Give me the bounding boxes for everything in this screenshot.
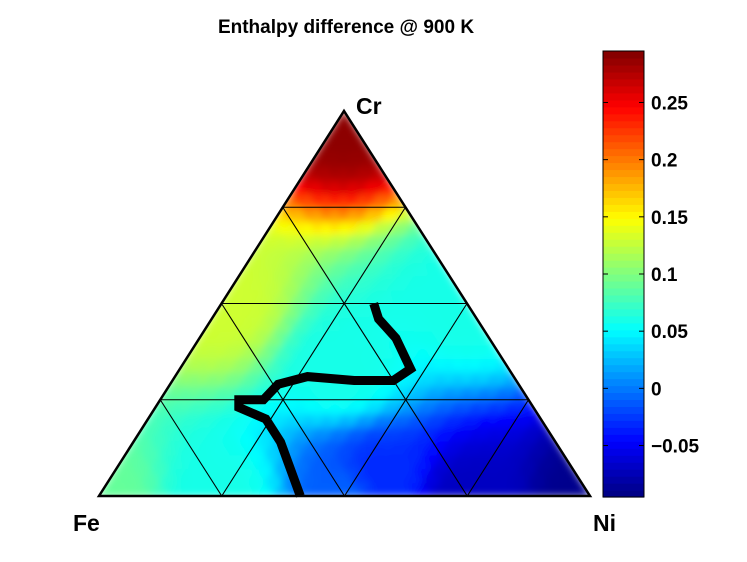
colorbar-band: [603, 280, 644, 289]
colorbar-band: [603, 462, 644, 470]
colorbar-band: [603, 225, 644, 233]
colorbar-tick-label: −0.05: [651, 437, 700, 458]
colorbar-band: [603, 155, 644, 164]
colorbar-band: [603, 343, 644, 352]
heatmap-surface: [99, 111, 590, 496]
colorbar-band: [603, 336, 644, 345]
colorbar-band: [603, 127, 644, 136]
colorbar-band: [603, 294, 644, 303]
colorbar-band: [603, 420, 644, 428]
colorbar-band: [603, 267, 644, 275]
chart-title: Enthalpy difference @ 900 K: [218, 17, 474, 38]
colorbar-band: [603, 51, 644, 59]
colorbar-band: [603, 78, 644, 87]
colorbar-band: [603, 253, 644, 261]
grid-line: [344, 303, 468, 497]
colorbar-band: [603, 232, 644, 240]
colorbar-band: [603, 71, 644, 80]
grid-line: [159, 399, 223, 497]
colorbar-band: [603, 301, 644, 310]
colorbar-band: [603, 469, 644, 477]
grid-line: [221, 206, 406, 497]
colorbar-band: [603, 413, 644, 421]
colorbar-band: [603, 483, 644, 491]
colorbar-band: [603, 392, 644, 401]
colorbar-band: [603, 120, 644, 129]
colorbar-band: [603, 399, 644, 408]
colorbar-band: [603, 148, 644, 157]
vertex-label-top: Cr: [356, 93, 382, 119]
colorbar-band: [603, 441, 644, 449]
colorbar-band: [603, 57, 644, 66]
colorbar-band: [603, 113, 644, 122]
colorbar-band: [603, 315, 644, 324]
colorbar-band: [603, 274, 644, 282]
colorbar-tick-label: 0.05: [651, 322, 688, 343]
colorbar-band: [603, 329, 644, 338]
grid-line: [466, 399, 529, 497]
colorbar-band: [603, 211, 644, 219]
colorbar-tick-label: 0.25: [651, 93, 688, 114]
colorbar-band: [603, 371, 644, 380]
colorbar-band: [603, 204, 644, 212]
colorbar-band: [603, 476, 644, 484]
colorbar-band: [603, 64, 644, 73]
colorbar-band: [603, 378, 644, 387]
colorbar-band: [603, 239, 644, 247]
colorbar-band: [603, 357, 644, 366]
colorbar: −0.05 0 0.05 0.1 0.15 0.2 0.25: [602, 50, 700, 498]
colorbar-band: [603, 287, 644, 296]
colorbar-band: [603, 190, 644, 198]
zero-contour-line: [234, 302, 417, 498]
colorbar-band: [603, 364, 644, 373]
triangle-frame: [96, 108, 593, 498]
grid-line: [282, 206, 468, 497]
colorbar-band: [603, 134, 644, 143]
colorbar-band: [603, 434, 644, 442]
colorbar-band: [603, 85, 644, 94]
colorbar-tick-label: 0: [651, 379, 662, 400]
colorbar-band: [603, 218, 644, 226]
colorbar-band: [603, 322, 644, 331]
colorbar-band: [603, 350, 644, 359]
colorbar-band: [603, 260, 644, 268]
colorbar-band: [603, 490, 644, 498]
colorbar-band: [603, 308, 644, 317]
grid-line: [221, 303, 345, 497]
colorbar-band: [603, 99, 644, 108]
colorbar-band: [603, 169, 644, 178]
colorbar-band: [603, 183, 644, 191]
vertex-label-right: Ni: [593, 510, 616, 536]
colorbar-tick-label: 0.1: [651, 265, 678, 286]
colorbar-tick-label: 0.2: [651, 151, 677, 172]
colorbar-band: [603, 246, 644, 254]
colorbar-band: [603, 197, 644, 205]
colorbar-band: [603, 427, 644, 435]
colorbar-tick-label: 0.15: [651, 208, 688, 229]
colorbar-band: [603, 385, 644, 394]
colorbar-band: [603, 448, 644, 456]
colorbar-band: [603, 141, 644, 150]
vertex-label-left: Fe: [73, 510, 100, 536]
colorbar-band: [603, 455, 644, 463]
colorbar-band: [603, 92, 644, 101]
colorbar-band: [603, 406, 644, 414]
colorbar-band: [603, 106, 644, 115]
colorbar-band: [603, 162, 644, 171]
ternary-grid: [159, 206, 529, 497]
colorbar-band: [603, 176, 644, 185]
